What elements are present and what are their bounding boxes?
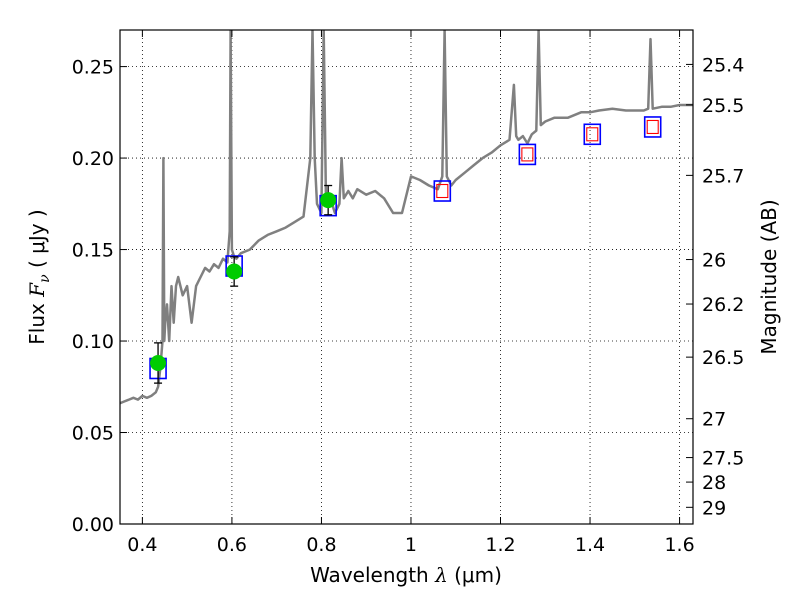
x-tick-label: 0.6	[217, 534, 247, 556]
y2-tick-label: 26.2	[702, 294, 744, 316]
model-flux-box	[646, 119, 659, 135]
band-flux-box	[643, 116, 662, 138]
x-tick-label: 1.2	[485, 534, 515, 556]
y2-tick-label: 27.5	[702, 448, 744, 470]
x-tick-label: 1.6	[664, 534, 694, 556]
observed-point	[150, 354, 167, 371]
y2-tick-label: 25.7	[702, 165, 744, 187]
y2-tick-label: 29	[702, 497, 726, 519]
model-flux-box	[521, 147, 534, 162]
y2-tick-label: 26.5	[702, 347, 744, 369]
band-flux-box	[583, 123, 602, 146]
tick-labels: 0.4 0.6 0.8 1 1.2 1.4 1.6 0.00 0.05 0.10 0.15 0.20 0…	[72, 54, 745, 556]
x-tick-label: 1	[405, 534, 417, 556]
plot-area	[120, 30, 693, 405]
model-flux-box	[436, 183, 449, 199]
y-tick-label: 0.10	[72, 331, 114, 353]
y2-tick-label: 26	[702, 250, 726, 272]
band-flux-box	[518, 143, 537, 166]
x-tick-label: 1.4	[575, 534, 605, 556]
model-flux-box	[586, 127, 599, 142]
y-tick-label: 0.25	[72, 57, 114, 79]
y2-tick-label: 28	[702, 472, 726, 494]
observed-point	[320, 192, 337, 209]
band-flux-box	[433, 180, 452, 202]
y-tick-label: 0.20	[72, 148, 114, 170]
x-tick-label: 0.4	[127, 534, 157, 556]
y2-tick-label: 25.5	[702, 95, 744, 117]
y2-tick-label: 27	[702, 409, 726, 431]
series-layer	[120, 30, 693, 405]
y-axis-label: Flux Fν ( μJy )	[25, 209, 53, 344]
observed-point	[226, 263, 243, 280]
y-tick-label: 0.05	[72, 423, 114, 445]
y2-axis-label: Magnitude (AB)	[757, 199, 781, 354]
y-tick-label: 0.00	[72, 514, 114, 536]
plot-background	[120, 30, 693, 524]
ticks	[120, 30, 693, 525]
x-tick-label: 0.8	[306, 534, 336, 556]
y-tick-label: 0.15	[72, 240, 114, 262]
y2-tick-label: 25.4	[702, 54, 744, 76]
x-axis-label: Wavelength λ (μm)	[310, 563, 502, 587]
plot-frame	[119, 29, 694, 525]
